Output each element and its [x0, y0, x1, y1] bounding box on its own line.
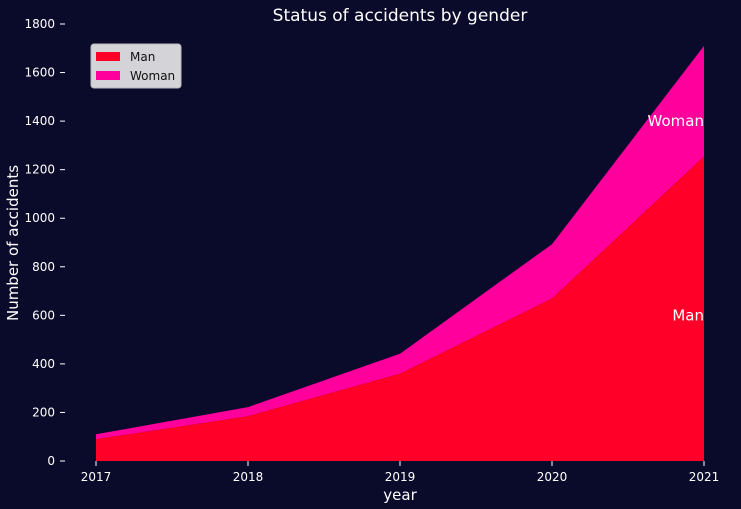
chart-title: Status of accidents by gender [273, 6, 528, 26]
x-tick-label: 2018 [233, 470, 264, 484]
y-tick-label: 600 [32, 308, 55, 322]
y-tick-label: 1400 [24, 114, 55, 128]
y-tick-label: 1000 [24, 211, 55, 225]
annotation-woman: Woman [648, 112, 704, 130]
axes-layer: 0 200 400 600 800 1000 1200 1400 1600 1800 2017 201… [24, 17, 719, 484]
legend: Man Woman [90, 43, 182, 89]
y-tick-label: 1600 [24, 66, 55, 80]
y-tick-label: 1800 [24, 17, 55, 31]
legend-swatch-woman [96, 71, 120, 80]
legend-label-woman: Woman [130, 69, 175, 83]
legend-swatch-man [96, 52, 120, 61]
x-axis-label: year [383, 486, 417, 504]
annotation-man: Man [672, 306, 704, 324]
y-tick-label: 0 [47, 454, 55, 468]
x-tick-label: 2017 [81, 470, 112, 484]
x-tick-label: 2019 [385, 470, 416, 484]
y-axis-label: Number of accidents [4, 165, 22, 321]
area-layer [96, 45, 704, 461]
legend-label-man: Man [130, 50, 155, 64]
x-tick-label: 2020 [537, 470, 568, 484]
y-tick-label: 400 [32, 357, 55, 371]
area-man [96, 156, 704, 461]
y-tick-label: 200 [32, 405, 55, 419]
y-tick-label: 800 [32, 260, 55, 274]
area-woman [96, 45, 704, 440]
y-tick-label: 1200 [24, 163, 55, 177]
x-tick-label: 2021 [689, 470, 720, 484]
annotation-layer: Man Woman [648, 112, 704, 324]
